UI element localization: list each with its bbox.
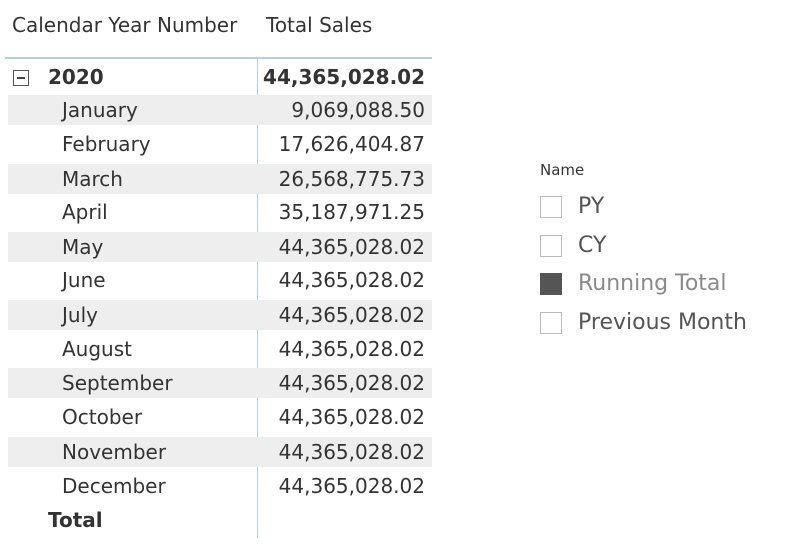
row-label: March [62,167,123,191]
total-label: Total [48,508,103,532]
group-value: 44,365,028.02 [263,65,425,89]
row-label: July [62,303,98,327]
column-header[interactable]: Calendar Year Number [12,13,238,37]
row-value: 44,365,028.02 [278,405,425,429]
row-value: 17,626,404.87 [278,132,425,156]
row-band [8,232,432,262]
slicer-title: Name [540,161,585,179]
row-value: 44,365,028.02 [278,337,425,361]
column-rule [257,58,258,538]
row-label: January [62,98,138,122]
row-label: June [62,268,106,292]
row-value: 35,187,971.25 [278,200,425,224]
checkbox[interactable] [540,311,562,334]
row-band [8,368,432,398]
row-value: 44,365,028.02 [278,371,425,395]
row-label: May [62,235,104,259]
row-value: 44,365,028.02 [278,474,425,498]
row-value: 44,365,028.02 [278,268,425,292]
row-label: September [62,371,173,395]
collapse-button[interactable] [13,70,29,86]
row-band [8,164,432,194]
row-value: 44,365,028.02 [278,440,425,464]
slicer-item[interactable]: PY [578,194,605,219]
row-label: April [62,200,108,224]
column-header[interactable]: Total Sales [266,13,373,37]
row-value: 44,365,028.02 [278,235,425,259]
row-value: 44,365,028.02 [278,303,425,327]
row-band [8,95,432,125]
group-label: 2020 [48,65,104,89]
row-band [8,437,432,467]
row-band [8,300,432,330]
checkbox[interactable] [540,196,562,218]
row-label: February [62,132,151,156]
row-value: 26,568,775.73 [278,167,425,191]
row-label: November [62,440,167,464]
row-value: 9,069,088.50 [291,98,425,122]
row-label: October [62,405,143,429]
checkbox[interactable] [540,273,562,295]
checkbox[interactable] [540,234,562,257]
row-label: December [62,474,166,498]
slicer-item[interactable]: CY [578,232,607,258]
header-rule [5,57,432,59]
slicer-item[interactable]: Previous Month [578,309,747,335]
slicer-item[interactable]: Running Total [578,271,727,296]
row-label: August [62,337,132,361]
